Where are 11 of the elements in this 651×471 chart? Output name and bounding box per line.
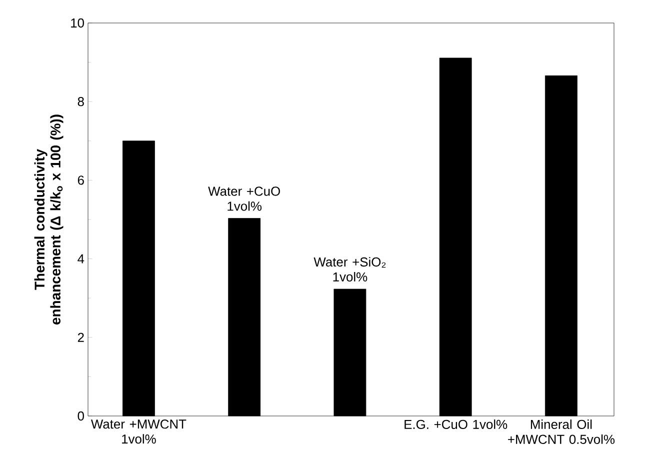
annotation: Water +SiO₂ 1vol%: [314, 257, 386, 282]
y-tick-label: 6: [78, 176, 84, 185]
x-tick-label: E.G. +CuO 1vol%: [404, 420, 508, 430]
y-tick-label: 4: [78, 254, 84, 264]
x-tick-label: Water +MWCNT 1vol%: [90, 420, 186, 444]
x-tick-label: Mineral Oil +MWCNT 0.5vol%: [508, 420, 615, 444]
y-tick-label: 10: [71, 18, 84, 28]
annotation: Water +CuO 1vol%: [208, 186, 280, 211]
y-tick-label: 0: [78, 411, 84, 421]
y-tick-label: 2: [78, 332, 84, 342]
y-tick-label: 8: [78, 96, 84, 106]
